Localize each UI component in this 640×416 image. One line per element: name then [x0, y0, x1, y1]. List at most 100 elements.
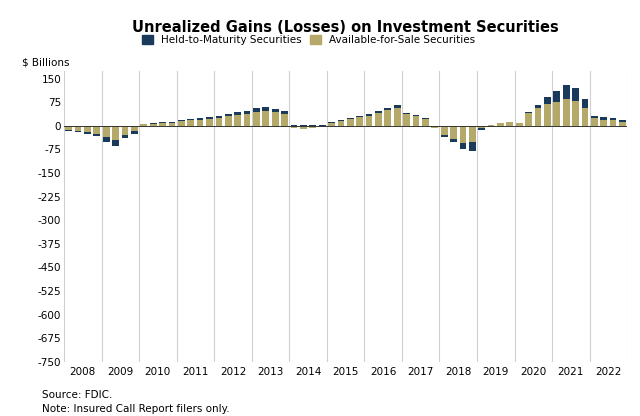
- Bar: [450, 139, 457, 141]
- Bar: [253, 111, 260, 126]
- Bar: [337, 120, 344, 121]
- Bar: [206, 117, 213, 119]
- Bar: [506, 122, 513, 126]
- Text: $ Billions: $ Billions: [22, 58, 69, 68]
- Bar: [385, 108, 391, 110]
- Bar: [356, 116, 363, 117]
- Bar: [450, 126, 457, 139]
- Bar: [610, 121, 616, 126]
- Bar: [619, 119, 626, 122]
- Bar: [582, 109, 588, 126]
- Bar: [572, 88, 579, 101]
- Bar: [150, 123, 157, 124]
- Bar: [65, 126, 72, 130]
- Bar: [122, 135, 129, 139]
- Bar: [300, 126, 307, 129]
- Bar: [413, 115, 419, 116]
- Bar: [563, 85, 570, 99]
- Bar: [403, 113, 410, 114]
- Bar: [394, 108, 401, 126]
- Bar: [65, 130, 72, 131]
- Bar: [159, 123, 166, 126]
- Bar: [422, 118, 429, 119]
- Bar: [112, 126, 119, 140]
- Bar: [281, 111, 288, 114]
- Bar: [337, 121, 344, 126]
- Bar: [168, 123, 175, 126]
- Bar: [591, 118, 598, 126]
- Bar: [291, 126, 298, 128]
- Bar: [225, 114, 232, 116]
- Bar: [554, 102, 560, 126]
- Bar: [75, 126, 81, 131]
- Bar: [525, 113, 532, 126]
- Bar: [196, 118, 204, 119]
- Bar: [244, 114, 250, 126]
- Bar: [422, 119, 429, 126]
- Bar: [572, 101, 579, 126]
- Bar: [206, 119, 213, 126]
- Bar: [460, 126, 467, 143]
- Bar: [188, 120, 194, 126]
- Bar: [309, 126, 316, 128]
- Bar: [488, 124, 495, 126]
- Bar: [196, 119, 204, 126]
- Bar: [534, 105, 541, 108]
- Bar: [93, 134, 100, 136]
- Bar: [600, 119, 607, 126]
- Bar: [497, 123, 504, 126]
- Bar: [319, 126, 326, 127]
- Bar: [554, 91, 560, 102]
- Bar: [600, 117, 607, 119]
- Bar: [394, 105, 401, 108]
- Bar: [365, 114, 372, 116]
- Bar: [216, 118, 222, 126]
- Bar: [84, 132, 91, 134]
- Bar: [365, 116, 372, 126]
- Bar: [178, 121, 185, 126]
- Bar: [281, 114, 288, 126]
- Bar: [244, 111, 250, 114]
- Bar: [234, 115, 241, 126]
- Bar: [488, 126, 495, 127]
- Bar: [216, 116, 222, 118]
- Bar: [328, 122, 335, 123]
- Bar: [413, 116, 419, 126]
- Bar: [356, 117, 363, 126]
- Bar: [131, 131, 138, 134]
- Bar: [385, 110, 391, 126]
- Bar: [431, 126, 438, 128]
- Title: Unrealized Gains (Losses) on Investment Securities: Unrealized Gains (Losses) on Investment …: [132, 20, 559, 35]
- Bar: [441, 126, 447, 135]
- Bar: [375, 111, 382, 113]
- Bar: [441, 135, 447, 136]
- Bar: [610, 118, 616, 121]
- Bar: [544, 104, 551, 126]
- Bar: [469, 141, 476, 151]
- Bar: [234, 112, 241, 115]
- Bar: [534, 108, 541, 126]
- Bar: [347, 119, 354, 126]
- Bar: [375, 113, 382, 126]
- Bar: [469, 126, 476, 141]
- Bar: [103, 126, 109, 137]
- Bar: [225, 116, 232, 126]
- Bar: [347, 118, 354, 119]
- Bar: [328, 123, 335, 126]
- Bar: [619, 122, 626, 126]
- Bar: [122, 126, 129, 135]
- Bar: [75, 131, 81, 132]
- Bar: [150, 124, 157, 126]
- Bar: [460, 143, 467, 149]
- Bar: [272, 109, 278, 112]
- Bar: [582, 99, 588, 109]
- Bar: [84, 126, 91, 132]
- Text: Source: FDIC.
Note: Insured Call Report filers only.: Source: FDIC. Note: Insured Call Report …: [42, 390, 229, 414]
- Legend: Held-to-Maturity Securities, Available-for-Sale Securities: Held-to-Maturity Securities, Available-f…: [143, 35, 475, 45]
- Bar: [253, 108, 260, 111]
- Bar: [159, 122, 166, 123]
- Bar: [168, 122, 175, 123]
- Bar: [140, 124, 147, 126]
- Bar: [188, 119, 194, 120]
- Bar: [262, 107, 269, 111]
